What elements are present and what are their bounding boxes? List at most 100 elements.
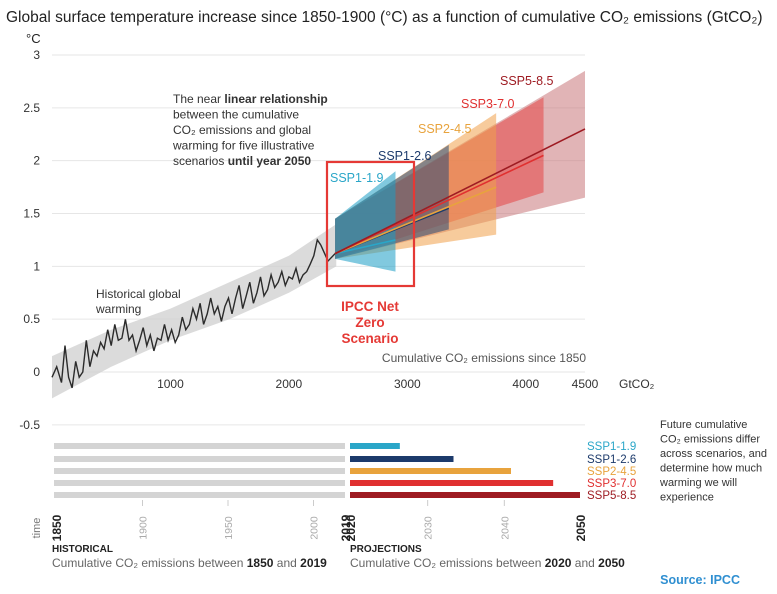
caption-run: 1850 <box>247 556 274 570</box>
annotation-line: The near linear relationship <box>173 92 328 106</box>
historical-caption-title: HISTORICAL <box>52 544 113 555</box>
timeline-historical-bar <box>54 443 345 449</box>
timeline-bar-ssp1-1.9 <box>350 443 400 449</box>
timeline-label-ssp1-2.6: SSP1-2.6 <box>587 454 636 466</box>
timeline-historical-bar <box>54 468 345 474</box>
timeline-note-line: warming we will <box>659 477 737 489</box>
timeline-year-label: 1850 <box>50 514 64 541</box>
scenario-line-ssp2-4.5 <box>334 186 497 255</box>
scenario-lines <box>334 128 586 255</box>
emissions-timeline: SSP1-1.9SSP1-2.6SSP2-4.5SSP3-7.0SSP5-8.5… <box>31 419 767 570</box>
timeline-year-label: 2040 <box>499 516 511 540</box>
timeline-label-ssp3-7.0: SSP3-7.0 <box>587 478 636 490</box>
caption-run: Cumulative CO₂ emissions between <box>52 556 247 570</box>
y-tick-label: -0.5 <box>19 418 40 432</box>
caption-run: 2020 <box>545 556 572 570</box>
scenario-line-ssp5-8.5 <box>334 128 586 255</box>
x-tick-label: 3000 <box>394 377 421 391</box>
x-axis-ticks: 1000 2000 3000 4000 4500 GtCO₂ <box>157 377 655 391</box>
annotation-run: warming for five illustrative <box>172 139 315 153</box>
net-zero-label-line: Zero <box>355 315 384 330</box>
time-axis-label: time <box>31 518 43 539</box>
timeline-note-line: across scenarios, and <box>660 448 767 460</box>
annotation-line: CO₂ emissions and global <box>173 123 311 137</box>
timeline-historical-bar <box>54 492 345 498</box>
annotation-run: until year 2050 <box>228 154 312 168</box>
timeline-year-label: 1950 <box>223 516 235 540</box>
timeline-label-ssp2-4.5: SSP2-4.5 <box>587 466 636 478</box>
scenario-labels: SSP1-1.9 SSP1-2.6 SSP2-4.5 SSP3-7.0 SSP5-8.5 <box>330 74 554 185</box>
historical-label-line: Historical global <box>96 287 181 301</box>
timeline-bar-ssp1-2.6 <box>350 456 454 462</box>
source-label: Source: IPCC <box>660 573 740 587</box>
x-tick-label: 2000 <box>276 377 303 391</box>
projections-caption-title: PROJECTIONS <box>350 544 422 555</box>
caption-run: 2050 <box>598 556 625 570</box>
projections-caption: Cumulative CO₂ emissions between 2020 an… <box>350 556 625 570</box>
x-tick-label: 4500 <box>572 377 599 391</box>
annotation-run: between the cumulative <box>173 108 299 122</box>
timeline-year-label: 2020 <box>344 514 358 541</box>
y-tick-label: 2.5 <box>23 101 40 115</box>
timeline-note-line: CO₂ emissions differ <box>660 434 760 446</box>
historical-label-line: warming <box>95 302 141 316</box>
x-tick-label: 4000 <box>512 377 539 391</box>
net-zero-label-line: Scenario <box>341 331 398 346</box>
timeline-year-label: 2019 <box>339 514 353 541</box>
timeline-bar-ssp3-7.0 <box>350 480 554 486</box>
scenario-label-ssp2-4.5: SSP2-4.5 <box>418 122 472 136</box>
scenario-label-ssp3-7.0: SSP3-7.0 <box>461 97 515 111</box>
y-axis-label: °C <box>26 31 41 46</box>
annotation-line: between the cumulative <box>173 108 299 122</box>
timeline-note-line: experience <box>660 492 714 504</box>
annotation-run: The near <box>173 92 224 106</box>
y-tick-label: 1 <box>33 259 40 273</box>
scenario-label-ssp1-2.6: SSP1-2.6 <box>378 149 432 163</box>
timeline-bar-ssp2-4.5 <box>350 468 511 474</box>
timeline-year-label: 2030 <box>423 516 435 540</box>
timeline-year-label: 2050 <box>574 514 588 541</box>
timeline-historical-bar <box>54 480 345 486</box>
historical-caption: Cumulative CO₂ emissions between 1850 an… <box>52 556 327 570</box>
annotation-line: scenarios until year 2050 <box>173 154 311 168</box>
net-zero-label-line: IPCC Net <box>341 299 399 314</box>
y-tick-label: 3 <box>33 48 40 62</box>
timeline-year-label: 1900 <box>138 516 150 540</box>
grid <box>52 54 585 426</box>
caption-run: Cumulative CO₂ emissions between <box>350 556 545 570</box>
x-tick-label: 1000 <box>157 377 184 391</box>
scenario-line-ssp1-1.9 <box>334 239 396 255</box>
annotation-run: linear relationship <box>224 92 327 106</box>
net-zero-box <box>325 160 416 288</box>
y-tick-label: 0.5 <box>23 312 40 326</box>
caption-run: and <box>273 556 300 570</box>
scenario-fans <box>335 70 585 272</box>
timeline-note-line: determine how much <box>660 463 762 475</box>
scenario-line-ssp3-7.0 <box>334 154 544 255</box>
y-tick-label: 0 <box>33 365 40 379</box>
y-tick-label: 1.5 <box>23 207 40 221</box>
timeline-historical-bar <box>54 456 345 462</box>
timeline-bar-ssp5-8.5 <box>350 492 580 498</box>
chart-title: Global surface temperature increase sinc… <box>6 9 763 26</box>
y-axis-ticks: -0.5 0 0.5 1 1.5 2 2.5 3 <box>19 48 40 432</box>
annotation-run: scenarios <box>173 154 228 168</box>
linear-relationship-annotation: The near linear relationship between the … <box>172 92 328 168</box>
timeline-year-label: 2000 <box>309 516 321 540</box>
timeline-label-ssp5-8.5: SSP5-8.5 <box>587 490 636 502</box>
timeline-note-line: Future cumulative <box>660 419 747 431</box>
annotation-run: CO₂ emissions and global <box>173 123 311 137</box>
caption-run: 2019 <box>300 556 327 570</box>
x-unit-label: GtCO₂ <box>619 377 655 391</box>
caption-run: and <box>571 556 598 570</box>
scenario-label-ssp1-1.9: SSP1-1.9 <box>330 171 384 185</box>
scenario-label-ssp5-8.5: SSP5-8.5 <box>500 74 554 88</box>
x-axis-label: Cumulative CO₂ emissions since 1850 <box>382 351 586 365</box>
timeline-label-ssp1-1.9: SSP1-1.9 <box>587 441 636 453</box>
scenario-fan-ssp1-1.9 <box>335 171 396 272</box>
historical-series-line <box>51 238 322 389</box>
annotation-line: warming for five illustrative <box>172 139 315 153</box>
